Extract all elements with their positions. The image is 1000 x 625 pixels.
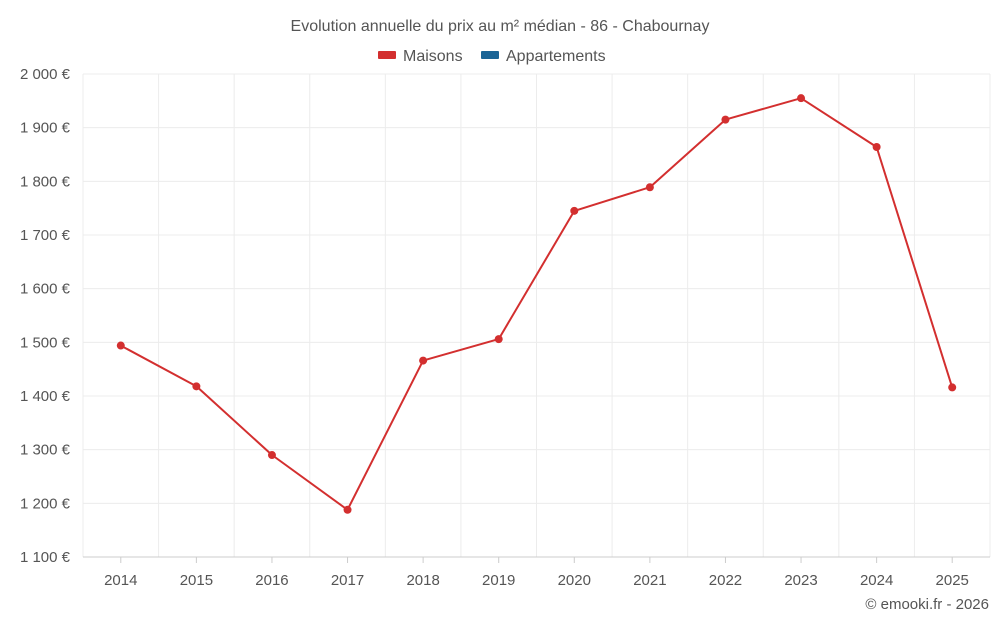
legend-label-maisons: Maisons [403,48,463,65]
legend-item-appartements[interactable]: Appartements [481,48,606,65]
y-tick-label: 1 200 € [20,495,71,512]
x-tick-label: 2022 [709,572,742,589]
y-axis: 1 100 € 1 200 € 1 300 € 1 400 € 1 500 € 1 600… [20,66,71,566]
data-point-2021[interactable] [645,183,654,192]
x-tick-label: 2025 [936,572,969,589]
y-tick-label: 2 000 € [20,66,71,83]
data-point-2015[interactable] [192,382,201,391]
legend-label-appartements: Appartements [506,48,606,65]
y-tick-label: 1 300 € [20,442,71,459]
y-tick-label: 1 800 € [20,173,71,190]
x-tick-label: 2024 [860,572,893,589]
data-point-2020[interactable] [570,206,579,215]
legend: Maisons Appartements [378,48,606,65]
x-tick-label: 2014 [104,572,137,589]
y-tick-label: 1 500 € [20,334,71,351]
y-tick-label: 1 700 € [20,227,71,244]
x-axis: 2014 2015 2016 2017 2018 2019 2020 2021 2022 2023… [83,556,990,589]
series-maisons [116,94,957,514]
legend-item-maisons[interactable]: Maisons [378,48,463,65]
grid [82,73,991,558]
credit-text: © emooki.fr - 2026 [865,596,989,613]
data-point-2022[interactable] [721,115,730,124]
legend-swatch-maisons [378,51,396,59]
y-tick-label: 1 600 € [20,281,71,298]
data-point-2024[interactable] [872,142,881,151]
x-tick-label: 2017 [331,572,364,589]
x-tick-label: 2016 [255,572,288,589]
series-line-maisons [120,97,954,511]
data-point-2014[interactable] [116,341,125,350]
data-point-2018[interactable] [419,356,428,365]
legend-swatch-appartements [481,51,499,59]
y-tick-label: 1 400 € [20,388,71,405]
data-point-2017[interactable] [343,505,352,514]
data-point-2023[interactable] [797,94,806,103]
x-tick-label: 2020 [558,572,591,589]
x-tick-label: 2021 [633,572,666,589]
chart-title: Evolution annuelle du prix au m² médian … [291,18,710,35]
x-tick-label: 2023 [784,572,817,589]
x-tick-label: 2019 [482,572,515,589]
data-point-2016[interactable] [267,451,276,460]
data-point-2019[interactable] [494,335,503,344]
y-tick-label: 1 900 € [20,120,71,137]
x-tick-label: 2018 [406,572,439,589]
y-tick-label: 1 100 € [20,549,71,566]
x-tick-label: 2015 [180,572,213,589]
data-point-2025[interactable] [948,383,957,392]
